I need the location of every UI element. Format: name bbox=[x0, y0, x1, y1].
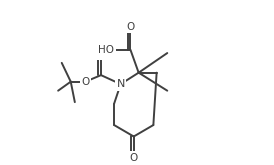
Text: N: N bbox=[116, 79, 125, 89]
Text: HO: HO bbox=[98, 45, 114, 55]
Text: O: O bbox=[97, 48, 105, 58]
Text: O: O bbox=[81, 77, 90, 87]
Text: O: O bbox=[130, 153, 138, 163]
Text: O: O bbox=[126, 22, 135, 32]
